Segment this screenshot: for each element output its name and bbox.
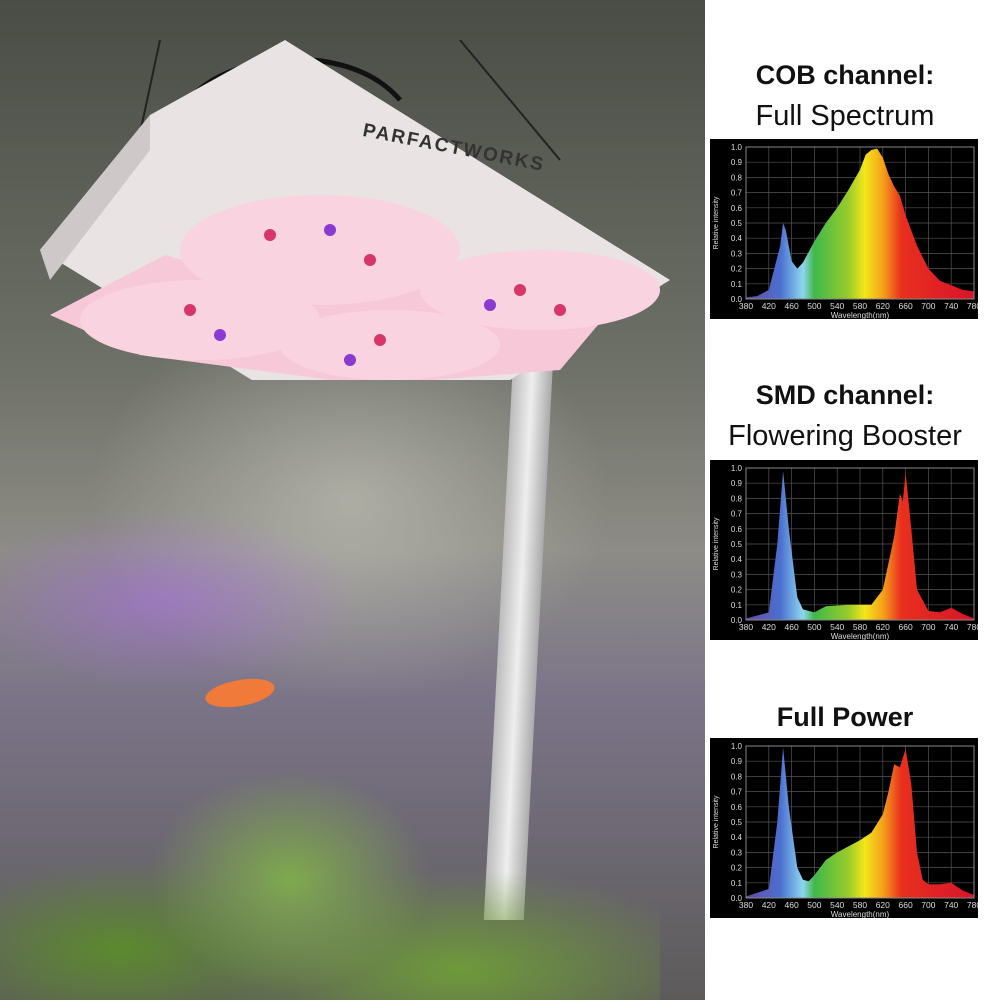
x-tick-label: 660 bbox=[899, 301, 913, 311]
y-axis-label: Relative intensity bbox=[713, 196, 720, 249]
y-tick-label: 0.2 bbox=[731, 864, 743, 873]
y-tick-label: 0.4 bbox=[731, 234, 743, 243]
y-tick-label: 0.9 bbox=[731, 158, 743, 167]
y-tick-label: 0.5 bbox=[731, 818, 743, 827]
x-tick-label: 740 bbox=[944, 900, 958, 910]
y-tick-label: 0.8 bbox=[731, 772, 743, 781]
y-tick-label: 0.2 bbox=[731, 265, 743, 274]
plot-frame bbox=[745, 467, 975, 621]
spectrum-chart-full-power: 380 420 460 500 540 580 620 660 700 740 780 0.0 0.1 0… bbox=[710, 738, 978, 918]
x-tick-label: 780 bbox=[967, 900, 978, 910]
section-title-smd: SMD channel: bbox=[755, 380, 935, 410]
y-tick-label: 0.0 bbox=[731, 295, 743, 304]
x-axis-label: Wavelength(nm) bbox=[831, 910, 890, 918]
x-tick-label: 780 bbox=[967, 622, 978, 632]
y-tick-label: 0.5 bbox=[731, 540, 743, 549]
x-tick-label: 540 bbox=[830, 301, 844, 311]
x-tick-label: 500 bbox=[807, 622, 821, 632]
section-subtitle-cob: Full Spectrum bbox=[755, 100, 935, 132]
y-tick-label: 0.7 bbox=[731, 189, 743, 198]
plot-frame bbox=[745, 146, 975, 300]
x-tick-label: 660 bbox=[899, 900, 913, 910]
x-tick-label: 700 bbox=[921, 301, 935, 311]
grow-light-fixture bbox=[40, 40, 670, 380]
y-tick-label: 0.1 bbox=[731, 280, 743, 289]
x-tick-label: 580 bbox=[853, 900, 867, 910]
flower bbox=[203, 674, 277, 712]
y-tick-label: 0.1 bbox=[731, 879, 743, 888]
y-tick-label: 0.6 bbox=[731, 803, 743, 812]
y-tick-label: 0.3 bbox=[731, 249, 743, 258]
section-subtitle-smd: Flowering Booster bbox=[728, 420, 962, 452]
x-tick-label: 780 bbox=[967, 301, 978, 311]
x-tick-label: 620 bbox=[876, 622, 890, 632]
plot-frame bbox=[745, 745, 975, 899]
x-tick-label: 380 bbox=[739, 900, 753, 910]
y-axis-label: Relative intensity bbox=[713, 795, 720, 848]
x-tick-label: 740 bbox=[944, 622, 958, 632]
y-tick-label: 0.8 bbox=[731, 494, 743, 503]
section-title-cob: COB channel: bbox=[755, 60, 935, 90]
x-axis-label: Wavelength(nm) bbox=[831, 311, 890, 319]
x-tick-label: 540 bbox=[830, 622, 844, 632]
y-tick-label: 0.1 bbox=[731, 601, 743, 610]
x-tick-label: 500 bbox=[807, 301, 821, 311]
x-tick-label: 460 bbox=[785, 622, 799, 632]
x-tick-label: 700 bbox=[921, 622, 935, 632]
plants bbox=[0, 760, 660, 1000]
y-tick-label: 0.7 bbox=[731, 788, 743, 797]
y-tick-label: 0.2 bbox=[731, 586, 743, 595]
x-tick-label: 460 bbox=[785, 301, 799, 311]
x-tick-label: 580 bbox=[853, 622, 867, 632]
x-tick-label: 620 bbox=[876, 301, 890, 311]
y-tick-label: 0.3 bbox=[731, 570, 743, 579]
x-tick-label: 540 bbox=[830, 900, 844, 910]
x-axis-label: Wavelength(nm) bbox=[831, 632, 890, 640]
y-tick-label: 0.4 bbox=[731, 555, 743, 564]
y-tick-label: 0.7 bbox=[731, 510, 743, 519]
x-tick-label: 420 bbox=[762, 622, 776, 632]
y-tick-label: 1.0 bbox=[731, 143, 743, 152]
x-tick-label: 580 bbox=[853, 301, 867, 311]
spectrum-area bbox=[746, 747, 974, 898]
x-tick-label: 420 bbox=[762, 900, 776, 910]
x-tick-label: 420 bbox=[762, 301, 776, 311]
spectrum-chart-smd: 380 420 460 500 540 580 620 660 700 740 780 0.0 0.1 0… bbox=[710, 460, 978, 640]
spectrum-area bbox=[746, 148, 974, 299]
x-tick-label: 740 bbox=[944, 301, 958, 311]
y-tick-label: 0.9 bbox=[731, 757, 743, 766]
y-tick-label: 0.3 bbox=[731, 848, 743, 857]
y-tick-label: 0.6 bbox=[731, 204, 743, 213]
x-tick-label: 620 bbox=[876, 900, 890, 910]
x-tick-label: 660 bbox=[899, 622, 913, 632]
spectrum-chart-cob: 380 420 460 500 540 580 620 660 700 740 780 0.0 0.1 0… bbox=[710, 139, 978, 319]
y-tick-label: 0.5 bbox=[731, 219, 743, 228]
y-tick-label: 0.6 bbox=[731, 525, 743, 534]
y-tick-label: 0.0 bbox=[731, 616, 743, 625]
x-tick-label: 380 bbox=[739, 301, 753, 311]
y-tick-label: 0.9 bbox=[731, 479, 743, 488]
x-tick-label: 380 bbox=[739, 622, 753, 632]
x-tick-label: 500 bbox=[807, 900, 821, 910]
product-photo: PARFACTWORKS bbox=[0, 0, 705, 1000]
y-tick-label: 0.4 bbox=[731, 833, 743, 842]
x-tick-label: 460 bbox=[785, 900, 799, 910]
y-tick-label: 0.8 bbox=[731, 173, 743, 182]
y-tick-label: 1.0 bbox=[731, 464, 743, 473]
y-tick-label: 0.0 bbox=[731, 894, 743, 903]
section-title-full-power: Full Power bbox=[776, 702, 914, 732]
y-tick-label: 1.0 bbox=[731, 742, 743, 751]
x-tick-label: 700 bbox=[921, 900, 935, 910]
y-axis-label: Relative intensity bbox=[713, 517, 720, 570]
